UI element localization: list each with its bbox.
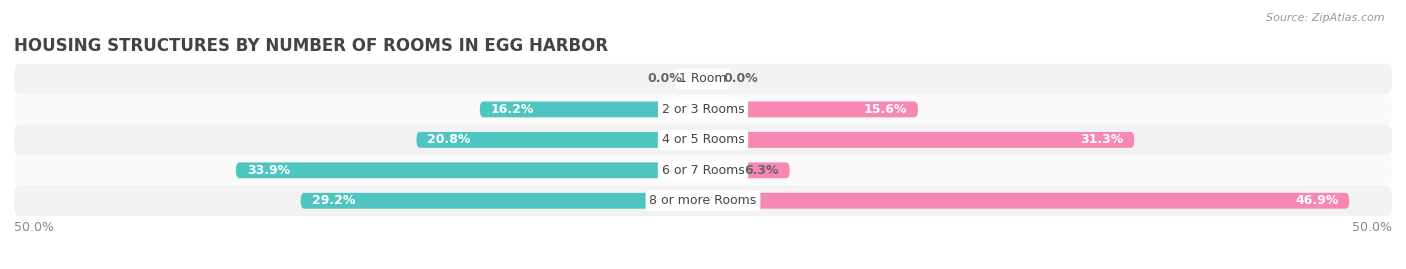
Text: 6.3%: 6.3%	[744, 164, 779, 177]
Text: 15.6%: 15.6%	[863, 103, 907, 116]
Text: 16.2%: 16.2%	[491, 103, 534, 116]
Text: 0.0%: 0.0%	[724, 72, 758, 86]
Text: 8 or more Rooms: 8 or more Rooms	[650, 194, 756, 207]
FancyBboxPatch shape	[14, 64, 1392, 94]
FancyBboxPatch shape	[14, 94, 1392, 125]
FancyBboxPatch shape	[14, 155, 1392, 186]
Text: 1 Room: 1 Room	[679, 72, 727, 86]
Text: 6 or 7 Rooms: 6 or 7 Rooms	[662, 164, 744, 177]
FancyBboxPatch shape	[416, 132, 703, 148]
Text: HOUSING STRUCTURES BY NUMBER OF ROOMS IN EGG HARBOR: HOUSING STRUCTURES BY NUMBER OF ROOMS IN…	[14, 37, 609, 55]
FancyBboxPatch shape	[236, 162, 703, 178]
Text: 50.0%: 50.0%	[14, 221, 53, 233]
FancyBboxPatch shape	[14, 186, 1392, 216]
FancyBboxPatch shape	[703, 101, 918, 117]
Text: 33.9%: 33.9%	[247, 164, 290, 177]
Text: Source: ZipAtlas.com: Source: ZipAtlas.com	[1267, 13, 1385, 23]
FancyBboxPatch shape	[703, 193, 1350, 209]
FancyBboxPatch shape	[703, 132, 1135, 148]
FancyBboxPatch shape	[14, 125, 1392, 155]
Text: 0.0%: 0.0%	[648, 72, 682, 86]
FancyBboxPatch shape	[703, 162, 790, 178]
Text: 50.0%: 50.0%	[1353, 221, 1392, 233]
FancyBboxPatch shape	[301, 193, 703, 209]
Text: 46.9%: 46.9%	[1295, 194, 1339, 207]
FancyBboxPatch shape	[479, 101, 703, 117]
Text: 31.3%: 31.3%	[1080, 133, 1123, 146]
Text: 29.2%: 29.2%	[312, 194, 356, 207]
Text: 2 or 3 Rooms: 2 or 3 Rooms	[662, 103, 744, 116]
Text: 4 or 5 Rooms: 4 or 5 Rooms	[662, 133, 744, 146]
Text: 20.8%: 20.8%	[427, 133, 471, 146]
